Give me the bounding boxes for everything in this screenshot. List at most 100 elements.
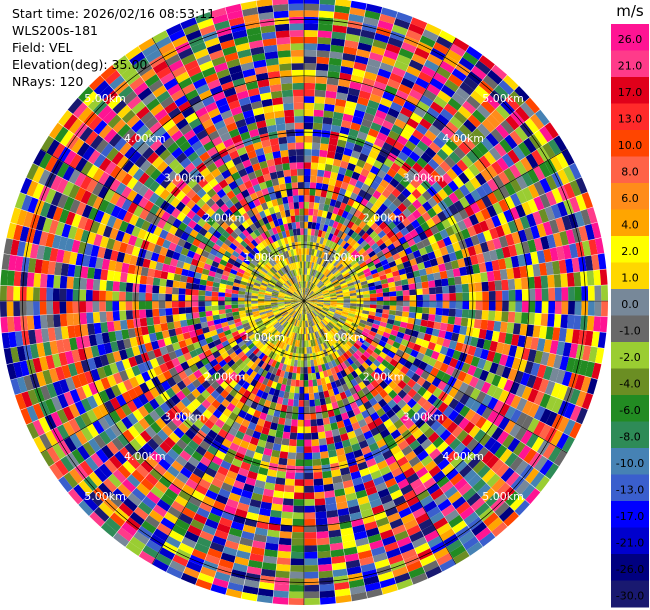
range-gate — [307, 289, 312, 296]
range-gate — [339, 160, 349, 169]
range-gate — [571, 329, 580, 344]
range-gate — [350, 0, 367, 11]
range-gate — [527, 418, 540, 433]
range-gate — [333, 365, 340, 374]
range-gate — [497, 376, 508, 390]
range-gate — [315, 83, 327, 91]
range-gate — [313, 309, 319, 315]
range-gate — [311, 432, 319, 440]
range-gate — [568, 213, 579, 229]
range-gate — [540, 313, 549, 327]
range-gate — [317, 229, 323, 238]
range-gate — [549, 247, 559, 262]
range-gate — [389, 30, 406, 42]
range-gate — [455, 360, 465, 371]
range-gate — [327, 311, 335, 316]
range-gate — [304, 228, 308, 235]
range-gate — [355, 103, 367, 113]
range-gate — [362, 290, 370, 295]
range-gate — [409, 306, 417, 313]
range-gate — [427, 383, 437, 394]
range-gate — [334, 441, 344, 450]
range-gate — [491, 522, 508, 537]
range-gate — [355, 244, 363, 253]
range-gate — [339, 280, 347, 285]
range-gate — [353, 342, 361, 350]
range-gate — [317, 163, 326, 171]
range-gate — [352, 477, 364, 486]
range-gate — [291, 532, 304, 539]
range-gate — [394, 336, 403, 344]
range-gate — [350, 298, 357, 301]
range-gate — [120, 272, 128, 283]
range-gate — [319, 149, 328, 158]
range-gate — [539, 262, 548, 276]
range-gate — [430, 420, 442, 432]
range-gate — [427, 53, 443, 67]
range-gate — [309, 319, 313, 327]
range-gate — [506, 322, 515, 334]
range-gate — [493, 270, 502, 281]
range-gate — [224, 297, 232, 301]
range-gate — [428, 307, 436, 315]
range-gate — [454, 316, 462, 326]
range-gate — [461, 309, 469, 318]
range-gate — [319, 143, 329, 151]
range-gate — [368, 195, 378, 205]
range-gate — [322, 477, 333, 485]
range-gate — [481, 182, 493, 195]
range-gate — [349, 308, 357, 312]
range-gate — [308, 215, 313, 223]
range-gate — [543, 339, 552, 353]
range-gate — [470, 234, 480, 246]
range-gate — [456, 159, 469, 172]
range-gate — [413, 483, 427, 496]
range-gate — [458, 142, 471, 155]
range-gate — [322, 318, 329, 325]
range-gate — [588, 346, 598, 363]
range-gate — [344, 322, 352, 328]
range-gate — [145, 309, 153, 318]
range-gate — [312, 325, 316, 333]
range-gate — [309, 295, 317, 299]
range-gate — [319, 329, 324, 337]
range-gate — [304, 3, 320, 11]
range-gate — [381, 583, 398, 595]
range-gate — [138, 301, 146, 310]
range-gate — [436, 522, 452, 536]
range-gate — [278, 537, 292, 546]
range-gate — [492, 387, 504, 400]
range-gate — [304, 584, 320, 592]
range-gate — [334, 5, 351, 14]
range-gate — [218, 296, 225, 301]
range-gate — [379, 62, 394, 73]
range-gate — [407, 277, 415, 285]
range-gate — [297, 360, 301, 367]
range-gate — [390, 162, 401, 173]
range-gate — [514, 160, 527, 176]
range-gate — [519, 323, 528, 336]
range-gate — [280, 444, 289, 453]
range-gate — [275, 570, 290, 579]
range-gate — [421, 524, 437, 537]
range-gate — [527, 276, 535, 289]
range-gate — [376, 355, 385, 364]
range-gate — [145, 301, 153, 310]
range-gate — [520, 429, 533, 445]
range-gate — [314, 338, 319, 346]
range-gate — [445, 450, 459, 463]
range-gate — [445, 244, 455, 254]
range-gate — [372, 234, 381, 243]
range-gate — [374, 454, 385, 464]
range-gate — [340, 315, 348, 320]
range-gate — [257, 298, 265, 301]
range-gate — [193, 277, 201, 285]
range-gate — [400, 106, 413, 118]
range-gate — [377, 363, 387, 372]
range-gate — [401, 279, 409, 286]
range-gate — [329, 265, 335, 272]
range-gate — [404, 140, 417, 152]
range-gate — [125, 310, 134, 320]
range-gate — [99, 279, 107, 291]
range-gate — [409, 112, 423, 124]
